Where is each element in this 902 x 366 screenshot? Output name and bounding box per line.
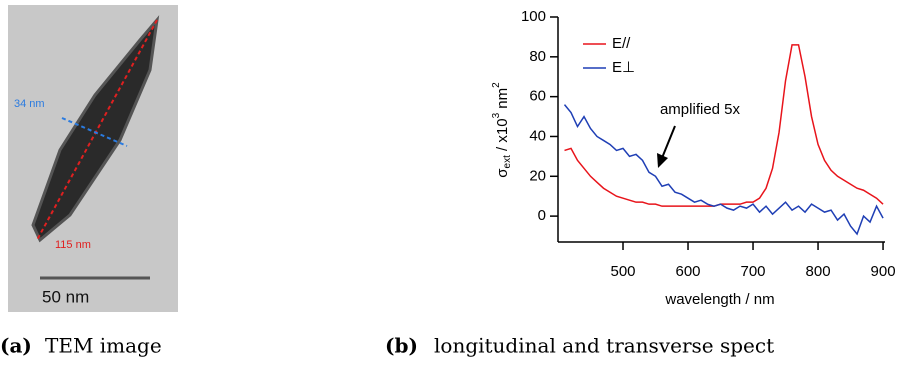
y-tick-label: 60: [529, 88, 546, 105]
x-tick-label: 500: [610, 263, 635, 280]
legend-label: E⊥: [612, 59, 635, 76]
y-tick-label: 100: [521, 8, 546, 25]
arrow-head: [657, 153, 668, 168]
y-axis-label: σext / x103 nm2: [491, 82, 513, 178]
y-label-part: nm: [494, 88, 511, 113]
legend-label: E//: [612, 35, 631, 52]
annotation-arrow: [661, 125, 676, 159]
y-label-part: 3: [491, 112, 502, 118]
caption-text: longitudinal and transverse spect: [434, 334, 774, 358]
series-line: [564, 44, 884, 207]
x-tick-label: 800: [806, 263, 831, 280]
length-label: 115 nm: [55, 239, 91, 251]
y-label-part: σ: [494, 168, 511, 178]
y-tick-label: 20: [529, 167, 546, 184]
x-tick-label: 900: [871, 263, 896, 280]
series-line: [563, 104, 884, 236]
scale-label: 50 nm: [42, 287, 89, 306]
x-tick-label: 600: [676, 263, 701, 280]
caption-label: (a): [0, 334, 32, 358]
y-tick-label: 0: [538, 207, 546, 224]
y-label-part: / x10: [494, 118, 511, 155]
caption-label: (b): [385, 334, 418, 358]
tem-image: 34 nm 115 nm 50 nm: [8, 5, 178, 312]
x-axis-label: wavelength / nm: [664, 291, 774, 308]
width-line: [61, 117, 128, 147]
annotation: amplified 5x: [660, 101, 741, 118]
y-label-part: ext: [502, 155, 513, 169]
width-label: 34 nm: [14, 98, 45, 110]
y-label-part: 2: [491, 82, 502, 88]
y-tick-label: 80: [529, 48, 546, 65]
y-tick-label: 40: [529, 127, 546, 144]
caption-text: TEM image: [45, 334, 162, 358]
x-tick-label: 700: [741, 263, 766, 280]
